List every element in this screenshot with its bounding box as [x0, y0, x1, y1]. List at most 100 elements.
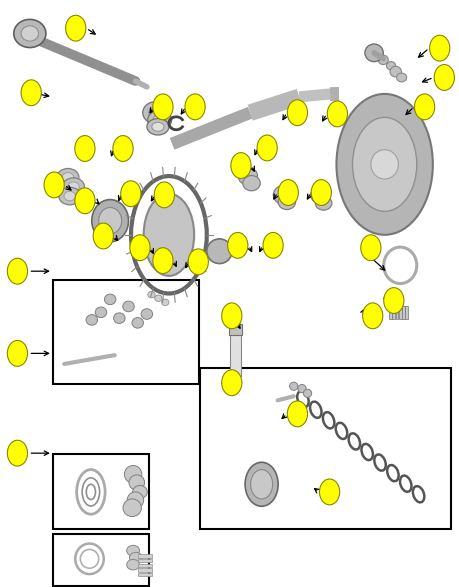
Circle shape	[113, 136, 133, 161]
Ellipse shape	[92, 200, 129, 242]
Ellipse shape	[123, 499, 141, 517]
Ellipse shape	[303, 389, 312, 397]
Bar	[138, 573, 152, 576]
Circle shape	[93, 223, 113, 249]
Ellipse shape	[149, 107, 163, 119]
Bar	[53, 534, 149, 586]
Circle shape	[319, 479, 340, 505]
Ellipse shape	[62, 173, 73, 182]
Ellipse shape	[144, 194, 194, 276]
Ellipse shape	[14, 19, 46, 48]
Ellipse shape	[155, 295, 162, 302]
Ellipse shape	[371, 150, 398, 179]
Ellipse shape	[148, 110, 172, 129]
Circle shape	[75, 188, 95, 214]
Circle shape	[7, 258, 28, 284]
Ellipse shape	[148, 292, 155, 298]
Ellipse shape	[129, 552, 142, 563]
Circle shape	[231, 153, 251, 178]
Circle shape	[327, 101, 347, 127]
Circle shape	[44, 172, 64, 198]
Ellipse shape	[127, 492, 144, 508]
Ellipse shape	[243, 176, 260, 191]
Circle shape	[430, 35, 450, 61]
Bar	[138, 554, 152, 558]
Circle shape	[75, 136, 95, 161]
Ellipse shape	[127, 559, 140, 570]
Ellipse shape	[365, 44, 383, 62]
Ellipse shape	[298, 384, 306, 393]
Ellipse shape	[124, 465, 142, 483]
Bar	[53, 280, 199, 384]
Circle shape	[154, 182, 174, 208]
Bar	[230, 333, 241, 376]
Ellipse shape	[238, 167, 257, 185]
Ellipse shape	[162, 299, 169, 306]
Circle shape	[414, 94, 435, 120]
Ellipse shape	[62, 178, 84, 195]
Bar	[138, 568, 152, 572]
Ellipse shape	[233, 374, 238, 380]
Ellipse shape	[153, 114, 166, 125]
Bar	[138, 564, 152, 567]
Ellipse shape	[68, 182, 79, 191]
Ellipse shape	[386, 62, 396, 70]
Circle shape	[278, 180, 298, 205]
Bar	[405, 306, 408, 319]
Circle shape	[21, 80, 41, 106]
Ellipse shape	[207, 239, 232, 264]
Ellipse shape	[21, 26, 39, 41]
Ellipse shape	[104, 294, 116, 305]
Bar	[392, 306, 395, 319]
Ellipse shape	[152, 122, 164, 131]
Ellipse shape	[290, 382, 298, 390]
Circle shape	[311, 180, 331, 205]
Bar	[399, 306, 402, 319]
Ellipse shape	[147, 119, 169, 135]
Circle shape	[185, 94, 205, 120]
Circle shape	[153, 94, 173, 120]
Ellipse shape	[390, 66, 402, 77]
Circle shape	[361, 235, 381, 261]
Ellipse shape	[143, 102, 169, 124]
Circle shape	[66, 15, 86, 41]
Circle shape	[130, 235, 150, 261]
Ellipse shape	[278, 194, 296, 210]
Bar	[396, 306, 398, 319]
Ellipse shape	[353, 117, 417, 211]
Ellipse shape	[113, 313, 125, 323]
Ellipse shape	[315, 196, 332, 210]
Ellipse shape	[132, 318, 144, 328]
Ellipse shape	[86, 315, 97, 325]
Bar	[53, 454, 149, 529]
Ellipse shape	[311, 186, 330, 204]
Circle shape	[228, 232, 248, 258]
Ellipse shape	[274, 185, 294, 204]
Circle shape	[7, 340, 28, 366]
Bar	[402, 306, 405, 319]
Circle shape	[384, 288, 404, 313]
Circle shape	[153, 248, 173, 274]
Bar	[229, 324, 242, 335]
Circle shape	[287, 100, 308, 126]
Ellipse shape	[397, 73, 407, 82]
Circle shape	[188, 249, 208, 275]
Ellipse shape	[336, 94, 433, 235]
Ellipse shape	[129, 475, 145, 490]
Circle shape	[222, 370, 242, 396]
Ellipse shape	[123, 301, 134, 312]
Circle shape	[287, 401, 308, 427]
Ellipse shape	[141, 309, 153, 319]
Ellipse shape	[95, 307, 106, 318]
Ellipse shape	[378, 55, 388, 65]
Circle shape	[121, 181, 141, 207]
Bar	[138, 559, 152, 562]
Ellipse shape	[99, 208, 122, 234]
Ellipse shape	[127, 545, 140, 556]
Bar	[200, 368, 451, 529]
Ellipse shape	[133, 485, 147, 498]
Circle shape	[7, 440, 28, 466]
Ellipse shape	[57, 168, 79, 186]
Circle shape	[222, 303, 242, 329]
Circle shape	[434, 65, 454, 90]
